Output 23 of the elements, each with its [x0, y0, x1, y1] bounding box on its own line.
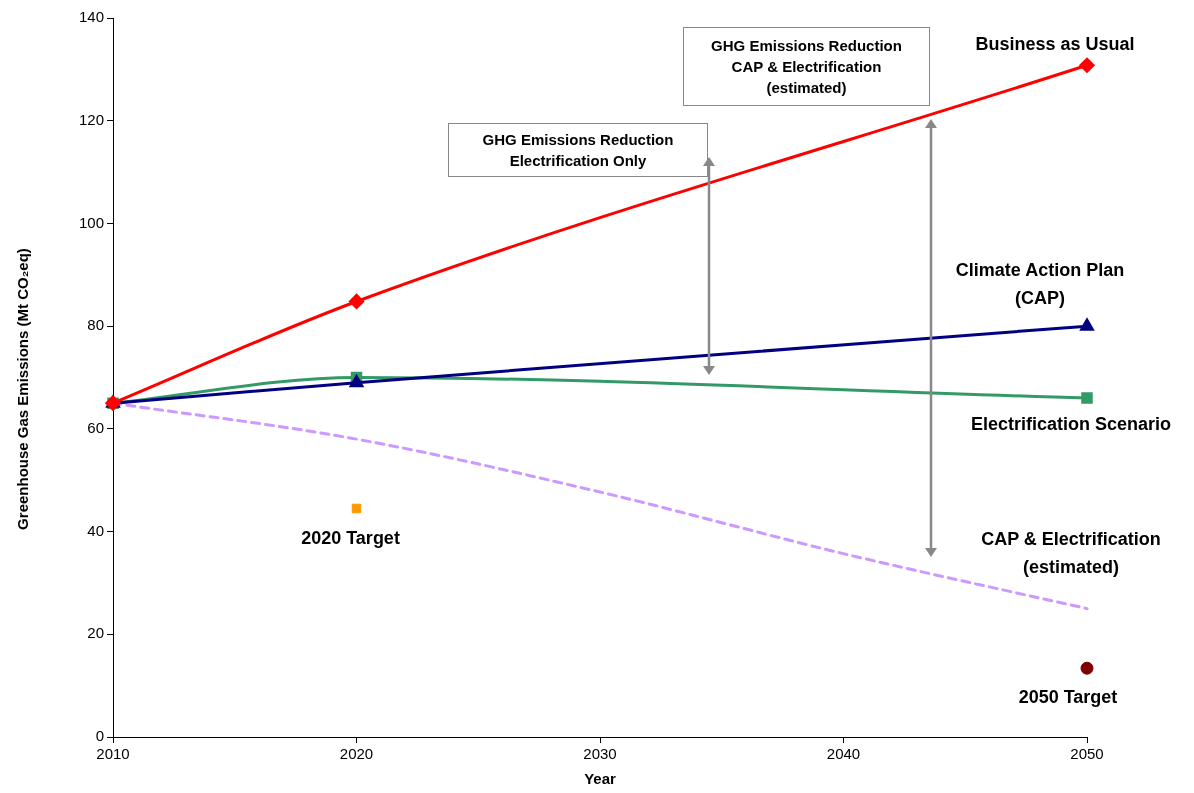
x-tick-label: 2010	[96, 745, 130, 763]
annotation: GHG Emissions Reduction CAP & Electrification (estimated)	[710, 36, 903, 98]
y-tick-label: 40	[87, 521, 105, 539]
series-label: 2050 Target	[1018, 687, 1118, 708]
y-tick-label: 100	[79, 213, 105, 231]
series-label: Business as Usual	[975, 34, 1135, 55]
y-tick-label: 140	[79, 8, 105, 26]
y-axis-title: Greenhouse Gas Emissions (Mt CO₂eq)	[14, 247, 32, 532]
x-axis-title: Year	[584, 770, 617, 788]
series-label: 2020 Target	[301, 528, 400, 549]
y-tick-label: 80	[87, 316, 105, 334]
annotation: GHG Emissions Reduction Electrification Only	[481, 130, 675, 171]
y-tick-label: 20	[87, 624, 105, 642]
y-tick-label: 120	[79, 110, 105, 128]
series-label: Climate Action Plan (CAP)	[955, 260, 1125, 309]
x-tick-label: 2050	[1070, 745, 1104, 763]
y-tick-label: 60	[87, 419, 105, 436]
series-label: CAP & Electrification (estimated)	[981, 528, 1161, 577]
x-tick-label: 2040	[826, 745, 861, 763]
x-tick-label: 2020	[339, 745, 374, 763]
series-label: Electrification Scenario	[970, 414, 1172, 435]
x-tick-label: 2030	[583, 745, 617, 763]
y-tick-label: 0	[95, 727, 105, 745]
